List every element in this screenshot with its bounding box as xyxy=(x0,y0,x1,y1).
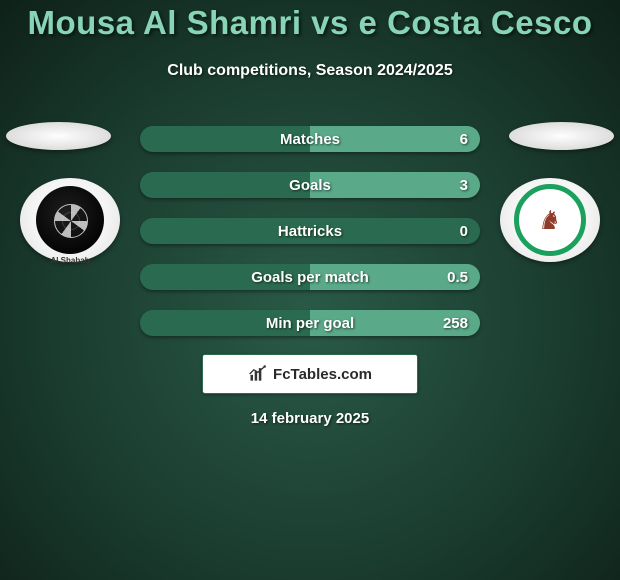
page-title: Mousa Al Shamri vs e Costa Cesco xyxy=(0,4,620,42)
alshabab-icon xyxy=(36,186,104,254)
stat-label: Matches xyxy=(140,131,480,148)
stat-row: Hattricks0 xyxy=(140,218,480,244)
attribution-box: FcTables.com xyxy=(202,354,418,394)
stat-row: Matches6 xyxy=(140,126,480,152)
stat-value-right: 6 xyxy=(460,131,468,148)
player-photo-right xyxy=(509,122,614,150)
club-caption-left: Al Shabab xyxy=(20,256,120,265)
ettifaq-icon: ♞ xyxy=(514,184,586,256)
club-logo-right: ♞ xyxy=(500,178,600,262)
stat-label: Goals xyxy=(140,177,480,194)
attribution-text: FcTables.com xyxy=(273,366,372,383)
club-logo-left: Al Shabab xyxy=(20,178,120,262)
horse-icon: ♞ xyxy=(538,207,561,233)
stat-value-right: 3 xyxy=(460,177,468,194)
chart-icon xyxy=(248,364,268,384)
page-subtitle: Club competitions, Season 2024/2025 xyxy=(0,62,620,80)
stat-label: Goals per match xyxy=(140,269,480,286)
stat-label: Min per goal xyxy=(140,315,480,332)
stat-row: Goals per match0.5 xyxy=(140,264,480,290)
player-photo-left xyxy=(6,122,111,150)
stat-row: Goals3 xyxy=(140,172,480,198)
date-text: 14 february 2025 xyxy=(0,410,620,427)
stat-value-right: 0 xyxy=(460,223,468,240)
stat-row: Min per goal258 xyxy=(140,310,480,336)
stat-value-right: 0.5 xyxy=(447,269,468,286)
stat-label: Hattricks xyxy=(140,223,480,240)
stats-panel: Matches6Goals3Hattricks0Goals per match0… xyxy=(140,126,480,356)
stat-value-right: 258 xyxy=(443,315,468,332)
